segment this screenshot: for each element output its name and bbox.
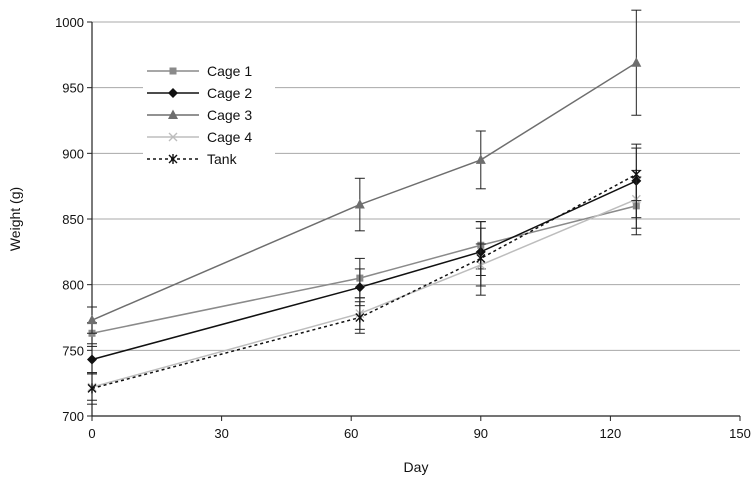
data-point [87, 314, 97, 325]
x-tick-label-0: 0 [88, 426, 95, 441]
legend: Cage 1 Cage 2 Cage 3 Cage 4 Tank [143, 57, 275, 171]
legend-marker [168, 109, 178, 119]
data-point [475, 154, 486, 164]
series-cage-1 [87, 176, 642, 345]
series-line [91, 205, 637, 334]
legend-entry-cage-3: Cage 3 [147, 107, 252, 123]
legend-label: Cage 3 [207, 107, 252, 123]
legend-label: Cage 1 [207, 63, 252, 79]
y-tick-labels: 700 750 800 850 900 950 1000 [55, 15, 84, 424]
x-tick-label-150: 150 [729, 426, 751, 441]
data-point [87, 354, 97, 365]
data-point [355, 312, 365, 323]
x-tick-label-120: 120 [600, 426, 622, 441]
series-line [91, 173, 637, 390]
series-line [91, 62, 637, 321]
legend-entry-cage-2: Cage 2 [147, 85, 252, 101]
x-tick-labels: 0 30 60 90 120 150 [88, 426, 750, 441]
y-axis-label: Weight (g) [7, 187, 23, 251]
legend-marker [168, 154, 178, 164]
legend-entry-cage-4: Cage 4 [147, 129, 252, 145]
y-tick-label-750: 750 [62, 343, 84, 358]
x-tick-label-60: 60 [344, 426, 358, 441]
data-point [476, 253, 486, 264]
series-layer [87, 9, 642, 405]
series-line [91, 198, 637, 388]
data-point [631, 169, 641, 180]
legend-marker [168, 88, 178, 98]
legend-label: Cage 2 [207, 85, 252, 101]
data-point [354, 199, 365, 209]
data-point [631, 57, 642, 67]
legend-marker [168, 132, 178, 142]
y-tick-label-950: 950 [62, 81, 84, 96]
y-tick-label-900: 900 [62, 146, 84, 161]
y-tick-label-700: 700 [62, 409, 84, 424]
legend-label: Cage 4 [207, 129, 252, 145]
x-tick-label-30: 30 [214, 426, 228, 441]
series-cage-3 [87, 9, 642, 334]
legend-label: Tank [207, 151, 238, 167]
legend-entry-tank: Tank [147, 151, 238, 167]
y-tick-label-1000: 1000 [55, 15, 84, 30]
series-tank [87, 147, 642, 405]
y-tick-label-800: 800 [62, 278, 84, 293]
x-tick-label-90: 90 [474, 426, 488, 441]
data-point [87, 383, 97, 394]
x-axis-label: Day [404, 459, 429, 475]
y-tick-label-850: 850 [62, 212, 84, 227]
data-point [354, 282, 365, 293]
legend-background [143, 57, 275, 171]
legend-entry-cage-1: Cage 1 [147, 63, 252, 79]
legend-marker [169, 67, 177, 75]
